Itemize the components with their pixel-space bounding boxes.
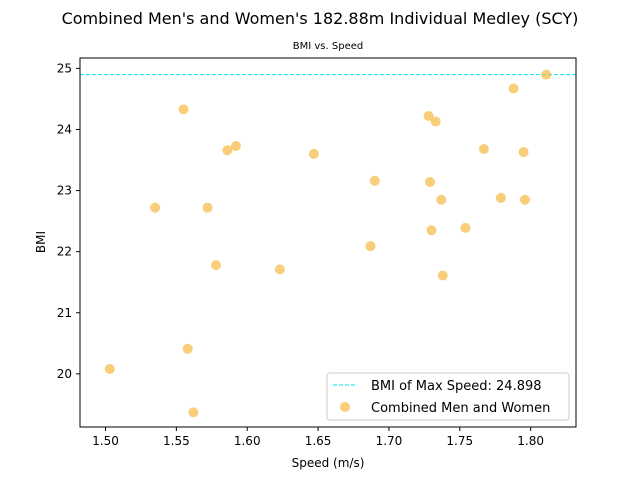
plot-frame bbox=[79, 57, 577, 428]
data-point bbox=[365, 241, 376, 252]
data-point bbox=[274, 264, 285, 275]
legend-reference-line-label: BMI of Max Speed: 24.898 bbox=[371, 379, 542, 394]
data-point bbox=[423, 111, 434, 122]
x-tick-label: 1.65 bbox=[305, 434, 332, 448]
y-tick-label: 25 bbox=[57, 61, 72, 75]
data-point bbox=[308, 148, 319, 159]
data-point bbox=[188, 407, 199, 418]
data-point bbox=[519, 194, 530, 205]
y-tick-label: 24 bbox=[57, 122, 72, 136]
x-tick-label: 1.55 bbox=[163, 434, 190, 448]
y-tick-label: 23 bbox=[57, 184, 72, 198]
data-point bbox=[104, 363, 115, 374]
data-point bbox=[222, 145, 233, 156]
data-point bbox=[436, 194, 447, 205]
data-point bbox=[178, 104, 189, 115]
data-point bbox=[211, 260, 222, 271]
data-points bbox=[104, 69, 552, 418]
chart-title: Combined Men's and Women's 182.88m Indiv… bbox=[62, 9, 579, 28]
x-tick-label: 1.75 bbox=[446, 434, 473, 448]
data-point bbox=[425, 177, 436, 188]
data-point bbox=[437, 270, 448, 281]
x-tick-label: 1.50 bbox=[92, 434, 119, 448]
data-point bbox=[182, 343, 193, 354]
x-tick-label: 1.70 bbox=[376, 434, 403, 448]
x-axis-label: Speed (m/s) bbox=[292, 456, 365, 470]
data-point bbox=[460, 222, 471, 233]
y-axis-label: BMI bbox=[34, 231, 48, 253]
data-point bbox=[430, 116, 441, 127]
data-point bbox=[230, 140, 241, 151]
x-tick-label: 1.80 bbox=[517, 434, 544, 448]
data-point bbox=[150, 202, 161, 213]
data-point bbox=[478, 144, 489, 155]
data-point bbox=[495, 192, 506, 203]
chart-subtitle: BMI vs. Speed bbox=[293, 41, 363, 52]
y-tick-label: 22 bbox=[57, 245, 72, 259]
legend-box bbox=[326, 372, 570, 421]
data-point bbox=[426, 225, 437, 236]
data-point bbox=[369, 175, 380, 186]
y-tick-label: 20 bbox=[57, 367, 72, 381]
data-point bbox=[541, 69, 552, 80]
legend: BMI of Max Speed: 24.898 Combined Men an… bbox=[326, 372, 570, 421]
data-point bbox=[202, 202, 213, 213]
data-point bbox=[508, 83, 519, 94]
y-axis-ticks: 20 21 22 23 24 25 bbox=[57, 61, 80, 381]
x-tick-label: 1.60 bbox=[234, 434, 261, 448]
data-point bbox=[518, 147, 529, 158]
legend-series-label: Combined Men and Women bbox=[371, 401, 550, 416]
y-tick-label: 21 bbox=[57, 306, 72, 320]
legend-series-swatch bbox=[340, 402, 350, 412]
x-axis-ticks: 1.50 1.55 1.60 1.65 1.70 1.75 1.80 bbox=[92, 427, 544, 448]
